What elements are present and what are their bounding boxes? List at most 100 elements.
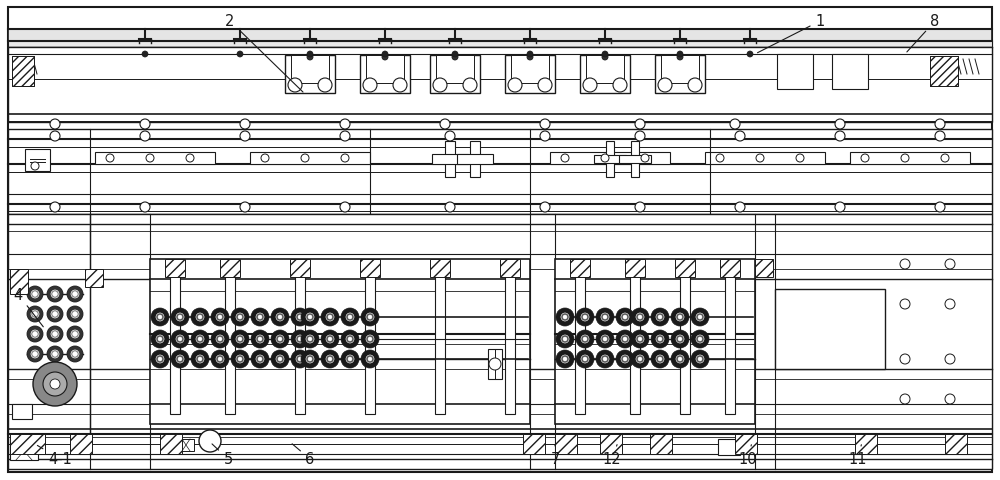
Circle shape bbox=[278, 357, 282, 361]
Circle shape bbox=[306, 355, 314, 363]
Circle shape bbox=[361, 350, 379, 368]
Bar bbox=[170, 264, 180, 414]
Circle shape bbox=[238, 315, 242, 319]
Circle shape bbox=[271, 308, 289, 326]
Circle shape bbox=[658, 315, 662, 319]
Circle shape bbox=[540, 203, 550, 213]
Circle shape bbox=[251, 308, 269, 326]
Bar bbox=[160, 434, 182, 454]
Circle shape bbox=[301, 330, 319, 348]
Circle shape bbox=[296, 335, 304, 343]
Circle shape bbox=[340, 132, 350, 142]
Circle shape bbox=[581, 335, 589, 343]
Text: 4: 4 bbox=[13, 287, 43, 327]
Bar bbox=[285, 56, 335, 94]
Bar bbox=[360, 260, 380, 277]
Circle shape bbox=[51, 311, 59, 318]
Circle shape bbox=[298, 337, 302, 341]
Circle shape bbox=[596, 330, 614, 348]
Circle shape bbox=[231, 350, 249, 368]
Bar bbox=[725, 264, 735, 414]
Circle shape bbox=[676, 313, 684, 322]
Circle shape bbox=[698, 337, 702, 341]
Circle shape bbox=[27, 346, 43, 362]
Bar bbox=[8, 215, 992, 469]
Circle shape bbox=[106, 155, 114, 163]
Bar bbox=[366, 56, 404, 84]
Circle shape bbox=[636, 313, 644, 322]
Circle shape bbox=[301, 350, 319, 368]
Bar bbox=[165, 260, 185, 277]
Circle shape bbox=[27, 326, 43, 342]
Circle shape bbox=[445, 132, 455, 142]
Circle shape bbox=[50, 132, 60, 142]
Circle shape bbox=[240, 120, 250, 130]
Bar bbox=[600, 434, 622, 454]
Bar bbox=[220, 260, 240, 277]
Bar bbox=[580, 56, 630, 94]
Bar bbox=[360, 56, 410, 94]
Circle shape bbox=[71, 311, 79, 318]
Bar bbox=[290, 260, 310, 277]
Circle shape bbox=[621, 355, 629, 363]
Circle shape bbox=[53, 352, 58, 357]
Bar bbox=[650, 434, 672, 454]
Circle shape bbox=[198, 337, 202, 341]
Circle shape bbox=[941, 155, 949, 163]
Bar bbox=[250, 153, 370, 165]
Circle shape bbox=[636, 335, 644, 343]
Circle shape bbox=[641, 155, 649, 163]
Bar bbox=[850, 153, 970, 165]
Bar bbox=[631, 142, 639, 178]
Circle shape bbox=[613, 79, 627, 93]
Circle shape bbox=[341, 330, 359, 348]
Circle shape bbox=[366, 335, 374, 343]
Circle shape bbox=[140, 132, 150, 142]
Circle shape bbox=[298, 357, 302, 361]
Text: 6: 6 bbox=[292, 444, 315, 467]
Bar bbox=[365, 264, 375, 414]
Text: 1: 1 bbox=[757, 14, 825, 54]
Circle shape bbox=[935, 203, 945, 213]
Circle shape bbox=[730, 120, 740, 130]
Bar bbox=[432, 155, 468, 165]
Circle shape bbox=[196, 313, 204, 322]
Circle shape bbox=[835, 203, 845, 213]
Circle shape bbox=[176, 313, 184, 322]
Circle shape bbox=[935, 120, 945, 130]
Circle shape bbox=[678, 315, 682, 319]
Circle shape bbox=[340, 203, 350, 213]
Circle shape bbox=[218, 337, 222, 341]
Bar bbox=[505, 56, 555, 94]
Circle shape bbox=[540, 120, 550, 130]
Circle shape bbox=[735, 132, 745, 142]
Circle shape bbox=[676, 355, 684, 363]
Circle shape bbox=[211, 350, 229, 368]
Bar bbox=[930, 57, 958, 87]
Circle shape bbox=[191, 350, 209, 368]
Circle shape bbox=[306, 313, 314, 322]
Circle shape bbox=[756, 155, 764, 163]
Circle shape bbox=[900, 394, 910, 404]
Circle shape bbox=[366, 355, 374, 363]
Circle shape bbox=[47, 346, 63, 362]
Circle shape bbox=[258, 315, 262, 319]
Circle shape bbox=[361, 330, 379, 348]
Circle shape bbox=[671, 350, 689, 368]
Circle shape bbox=[603, 357, 607, 361]
Circle shape bbox=[71, 330, 79, 338]
Circle shape bbox=[340, 120, 350, 130]
Circle shape bbox=[561, 355, 569, 363]
Circle shape bbox=[556, 350, 574, 368]
Circle shape bbox=[278, 337, 282, 341]
Circle shape bbox=[747, 52, 753, 58]
Circle shape bbox=[196, 335, 204, 343]
Bar bbox=[680, 264, 690, 414]
Bar bbox=[855, 434, 877, 454]
Circle shape bbox=[691, 308, 709, 326]
Bar bbox=[70, 434, 92, 454]
Circle shape bbox=[635, 120, 645, 130]
Circle shape bbox=[616, 330, 634, 348]
Circle shape bbox=[73, 292, 78, 297]
Circle shape bbox=[691, 350, 709, 368]
